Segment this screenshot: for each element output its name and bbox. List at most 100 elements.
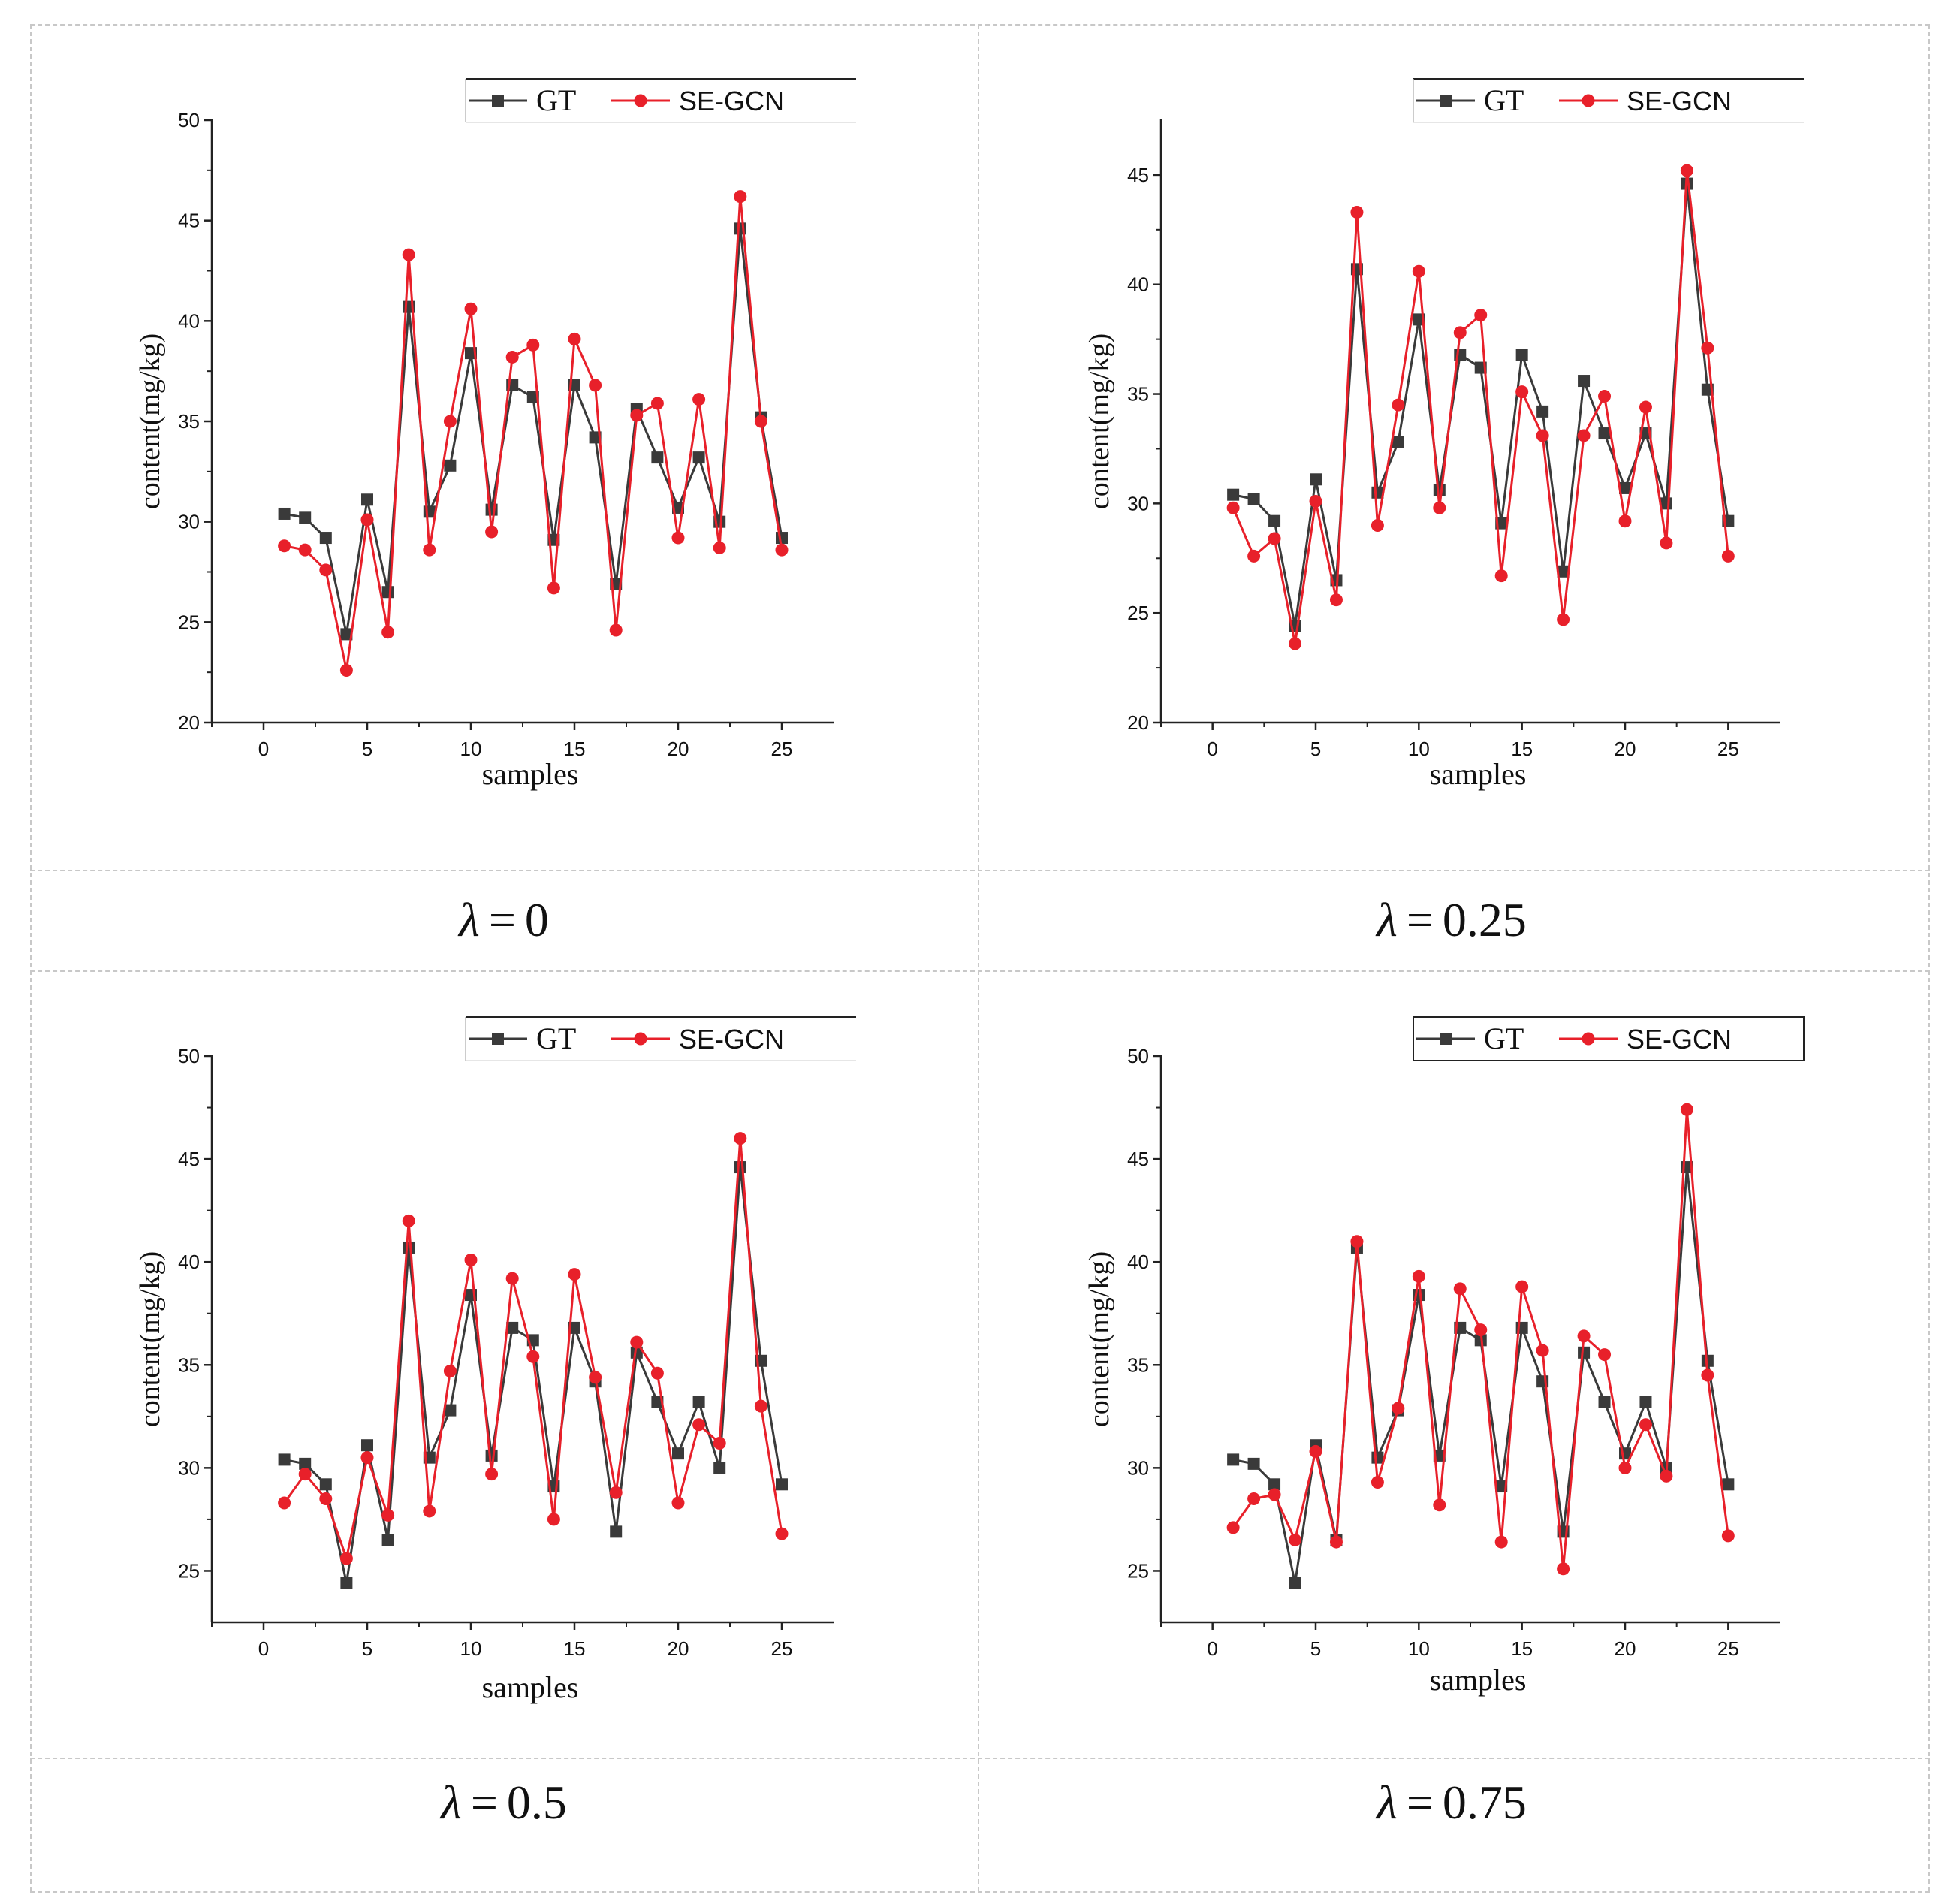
data-point-GT: [319, 1478, 332, 1491]
data-point-GT: [713, 1462, 726, 1474]
data-point-GT: [381, 1534, 394, 1546]
legend-label-GT: GT: [1484, 1021, 1524, 1055]
data-point-GT: [1578, 1346, 1591, 1359]
data-point-GT: [734, 1161, 746, 1174]
data-point-GT: [589, 431, 602, 444]
y-tick-label: 50: [1127, 1045, 1149, 1067]
legend: GT SE-GCN: [1413, 1016, 1805, 1061]
data-point-SE-GCN: [1289, 1533, 1302, 1546]
data-point-GT: [776, 532, 788, 545]
data-point-SE-GCN: [1598, 389, 1612, 403]
data-point-SE-GCN: [1494, 1535, 1508, 1549]
grid-line-row3: [30, 1758, 1930, 1759]
legend-marker-GT: [1440, 1033, 1452, 1045]
y-tick-label: 50: [178, 1045, 200, 1067]
chart-svg-1: 20 25 30 35 40 45 0 5 10 15 20 25 samples content(mg/…: [1084, 78, 1804, 791]
chart-svg-3: 25 30 35 40 45 50 0 5 10 15 20 25 samples content(mg/…: [1084, 1016, 1805, 1697]
y-axis-label: content(mg/kg): [134, 333, 166, 509]
data-point-SE-GCN: [1329, 593, 1343, 607]
data-point-GT: [506, 1321, 519, 1334]
grid-line-top: [30, 24, 1930, 26]
data-point-GT: [1268, 1478, 1281, 1491]
chart-svg-0: 20 25 30 35 40 45 50 0 5 10 15 20 25 samples content(m…: [134, 78, 856, 791]
data-point-GT: [361, 493, 373, 506]
data-point-GT: [278, 1453, 291, 1466]
data-point-SE-GCN: [1660, 1469, 1673, 1483]
data-point-SE-GCN: [1515, 1280, 1529, 1293]
data-point-SE-GCN: [568, 332, 581, 345]
x-tick-label: 5: [362, 738, 372, 760]
x-tick-label: 20: [668, 738, 689, 760]
data-point-GT: [403, 1241, 415, 1254]
data-point-SE-GCN: [1433, 501, 1446, 514]
x-axis-label: samples: [1430, 757, 1527, 791]
y-tick-label: 40: [1127, 273, 1149, 296]
data-point-SE-GCN: [1433, 1498, 1446, 1512]
x-tick-label: 25: [771, 1637, 793, 1660]
y-tick-label: 40: [178, 309, 200, 332]
data-point-SE-GCN: [1536, 1344, 1549, 1357]
data-point-SE-GCN: [1598, 1348, 1612, 1362]
y-tick-label: 20: [178, 711, 200, 734]
caption-symbol: λ: [1377, 1776, 1398, 1829]
data-point-SE-GCN: [1557, 613, 1570, 626]
data-point-SE-GCN: [775, 1527, 789, 1540]
grid-line-right: [1928, 24, 1930, 1891]
axes: 25 30 35 40 45 50 0 5 10 15 20 25 samples content(mg/…: [134, 1045, 834, 1704]
data-point-SE-GCN: [1247, 1492, 1261, 1505]
chart-panel-1: 20 25 30 35 40 45 0 5 10 15 20 25 samples content(mg/…: [978, 24, 1928, 870]
legend-label-SE-GCN: SE-GCN: [1627, 86, 1732, 116]
series-line-SE-GCN: [283, 1138, 783, 1563]
data-point-GT: [1392, 436, 1404, 448]
y-tick-label: 35: [1127, 383, 1149, 406]
data-point-SE-GCN: [568, 1268, 581, 1281]
data-point-SE-GCN: [609, 1486, 623, 1499]
data-point-SE-GCN: [1494, 569, 1508, 583]
data-point-GT: [1578, 375, 1591, 388]
data-point-SE-GCN: [402, 248, 415, 261]
data-point-SE-GCN: [319, 1492, 333, 1505]
data-point-SE-GCN: [319, 563, 333, 577]
x-tick-label: 0: [1207, 1637, 1217, 1660]
data-point-GT: [1722, 1478, 1735, 1491]
data-point-GT: [776, 1478, 788, 1491]
data-point-SE-GCN: [1268, 532, 1281, 545]
y-tick-label: 50: [178, 109, 200, 131]
caption-equals: =: [1406, 1776, 1434, 1829]
x-axis-label: samples: [482, 757, 579, 791]
data-point-SE-GCN: [423, 543, 436, 557]
data-point-SE-GCN: [547, 1513, 560, 1526]
data-point-SE-GCN: [1412, 1269, 1425, 1283]
y-tick-label: 45: [1127, 164, 1149, 186]
x-axis-label: samples: [482, 1670, 579, 1704]
legend: GT SE-GCN: [465, 78, 856, 123]
y-tick-label: 40: [1127, 1251, 1149, 1273]
caption-lambda-3: λ = 0.75: [978, 1750, 1925, 1855]
data-point-GT: [340, 628, 353, 641]
data-point-SE-GCN: [630, 1335, 644, 1349]
x-tick-label: 5: [1310, 738, 1321, 760]
caption-lambda-1: λ = 0.25: [978, 871, 1925, 969]
data-point-SE-GCN: [1412, 264, 1425, 278]
data-point-GT: [340, 1577, 353, 1589]
data-point-SE-GCN: [526, 338, 540, 352]
y-tick-label: 20: [1127, 711, 1149, 734]
y-tick-label: 35: [178, 410, 200, 433]
data-point-SE-GCN: [609, 623, 623, 637]
data-point-SE-GCN: [485, 1468, 499, 1481]
y-tick-label: 40: [178, 1251, 200, 1273]
data-point-GT: [1268, 514, 1281, 527]
data-point-SE-GCN: [423, 1504, 436, 1518]
y-tick-label: 25: [178, 611, 200, 633]
series-group: [1226, 164, 1735, 650]
series-line-GT: [284, 1166, 783, 1584]
data-point-SE-GCN: [1577, 1329, 1591, 1343]
data-point-SE-GCN: [1660, 536, 1673, 550]
data-point-SE-GCN: [1618, 514, 1632, 528]
legend-marker-SE-GCN: [1582, 1032, 1595, 1046]
data-point-GT: [1247, 1457, 1260, 1470]
y-tick-label: 30: [1127, 1456, 1149, 1479]
data-point-GT: [1227, 1453, 1240, 1466]
x-tick-label: 10: [460, 1637, 482, 1660]
y-axis-label: content(mg/kg): [1084, 333, 1115, 509]
